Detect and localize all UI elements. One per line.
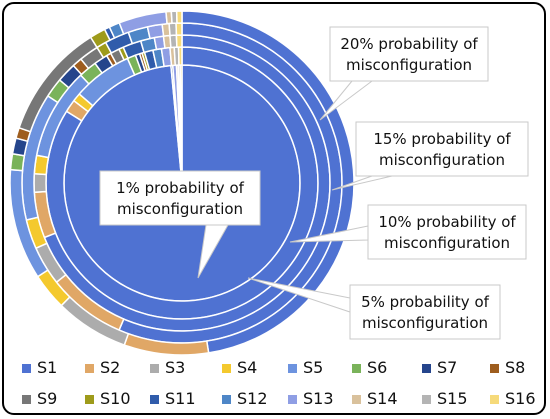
legend-swatch (222, 364, 231, 373)
legend-item-s7: S7 (422, 358, 457, 377)
legend-item-s1: S1 (22, 358, 57, 377)
legend-label: S14 (367, 389, 398, 408)
legend-label: S6 (367, 358, 387, 377)
legend-label: S13 (303, 389, 334, 408)
callout-box (329, 26, 489, 82)
legend-item-s15: S15 (422, 389, 468, 408)
callout-label: 10% probability of misconfiguration (378, 213, 516, 252)
legend-label: S4 (237, 358, 257, 377)
callout-label: 20% probability of misconfiguration (340, 35, 478, 74)
legend-swatch (22, 364, 31, 373)
legend-swatch (288, 395, 297, 404)
callout-label: 1% probability of misconfiguration (116, 179, 245, 218)
legend-label: S16 (505, 389, 536, 408)
legend-item-s5: S5 (288, 358, 323, 377)
legend-swatch (288, 364, 297, 373)
callout-label: 5% probability of misconfiguration (361, 293, 490, 332)
legend-swatch (352, 395, 361, 404)
legend-item-s13: S13 (288, 389, 334, 408)
callout-box (355, 121, 529, 177)
ring-4-slice-s16 (175, 22, 183, 36)
legend-swatch (85, 364, 94, 373)
legend-item-s2: S2 (85, 358, 120, 377)
ring-3-slice-s16 (175, 34, 183, 48)
callout-3: 10% probability of misconfiguration (289, 204, 527, 260)
legend-item-s9: S9 (22, 389, 57, 408)
ring-3-slice-s3 (33, 172, 48, 194)
callout-1: 20% probability of misconfiguration (319, 26, 489, 121)
callout-label: 15% probability of misconfiguration (373, 130, 511, 169)
legend-label: S3 (165, 358, 185, 377)
legend-item-s3: S3 (150, 358, 185, 377)
legend-item-s14: S14 (352, 389, 398, 408)
legend-label: S10 (100, 389, 131, 408)
legend-item-s12: S12 (222, 389, 268, 408)
legend-label: S8 (505, 358, 525, 377)
callout-box (99, 170, 261, 226)
legend-item-s6: S6 (352, 358, 387, 377)
legend-item-s4: S4 (222, 358, 257, 377)
ring-5-slice-s16 (175, 10, 183, 24)
ring-5-slice-s6 (9, 152, 26, 172)
legend-item-s11: S11 (150, 389, 196, 408)
legend-label: S9 (37, 389, 57, 408)
legend-label: S7 (437, 358, 457, 377)
legend-label: S11 (165, 389, 196, 408)
legend-swatch (422, 395, 431, 404)
callout-box (349, 284, 501, 340)
legend-swatch (85, 395, 94, 404)
legend-label: S12 (237, 389, 268, 408)
legend-swatch (150, 364, 159, 373)
legend-swatch (150, 395, 159, 404)
legend-swatch (422, 364, 431, 373)
ring-2-slice-s16 (177, 46, 183, 66)
legend-swatch (22, 395, 31, 404)
callout-4: 1% probability of misconfiguration (99, 170, 261, 279)
callout-5: 5% probability of misconfiguration (247, 277, 501, 340)
callouts: 20% probability of misconfiguration 15% pr… (99, 26, 529, 340)
legend-label: S1 (37, 358, 57, 377)
legend-item-s16: S16 (490, 389, 536, 408)
legend-label: S15 (437, 389, 468, 408)
legend-label: S5 (303, 358, 323, 377)
callout-box (367, 204, 527, 260)
legend: S1 S2 S3 S4 S5 S6 S7 S8 S9 S10 S11 S12 S13 S14 S15 S16 (22, 358, 536, 408)
callout-2: 15% probability of misconfiguration (331, 121, 529, 191)
legend-label: S2 (100, 358, 120, 377)
legend-swatch (490, 395, 499, 404)
legend-swatch (352, 364, 361, 373)
legend-swatch (490, 364, 499, 373)
legend-item-s8: S8 (490, 358, 525, 377)
legend-swatch (222, 395, 231, 404)
legend-item-s10: S10 (85, 389, 131, 408)
